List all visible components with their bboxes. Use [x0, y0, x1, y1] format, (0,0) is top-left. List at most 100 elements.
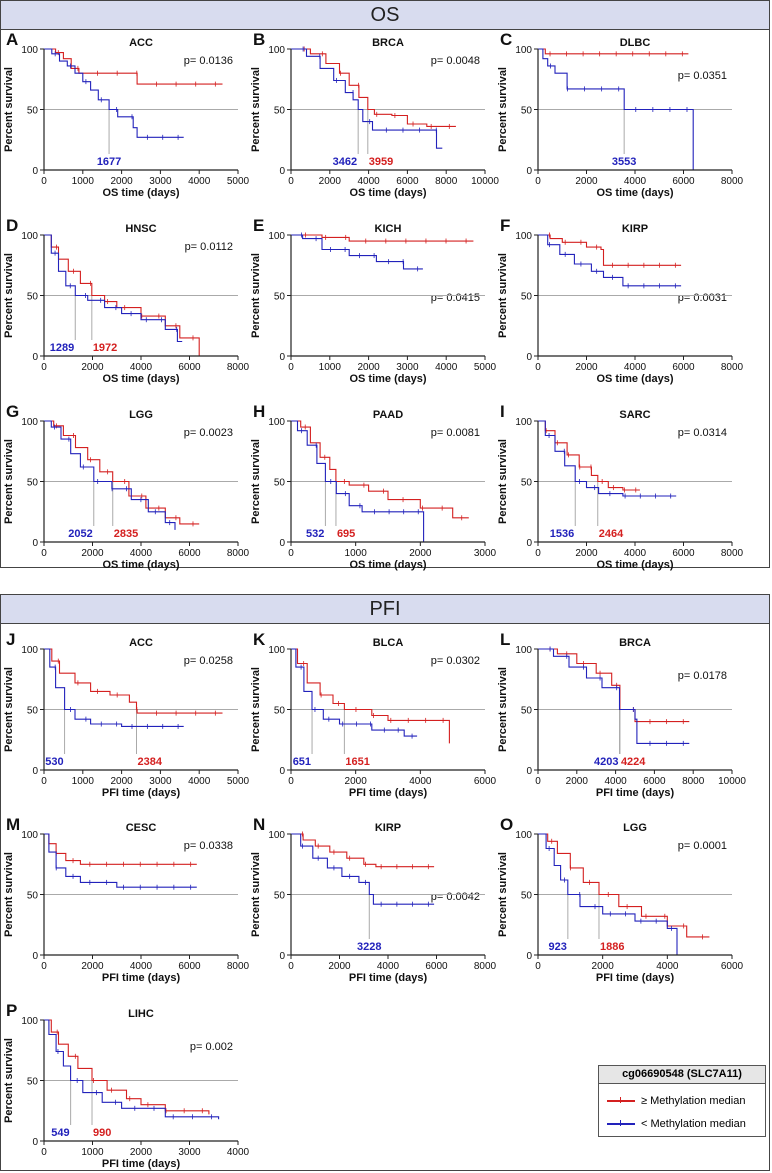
survival-curve-high — [291, 420, 469, 519]
survival-curve-high — [291, 648, 450, 744]
p-value: p= 0.0302 — [431, 655, 480, 667]
x-axis-label: PFI time (days) — [349, 787, 428, 799]
survival-curve-low — [44, 1019, 220, 1120]
x-tick-label: 2000 — [566, 776, 589, 787]
x-tick-label: 4000 — [656, 961, 679, 972]
x-tick-label: 6000 — [396, 176, 419, 187]
x-tick-label: 2000 — [357, 362, 380, 373]
x-tick-label: 1000 — [72, 176, 95, 187]
x-tick-label: 2000 — [592, 961, 615, 972]
x-tick-label: 0 — [41, 362, 47, 373]
p-value: p= 0.0351 — [678, 70, 727, 82]
legend-swatch-high — [607, 1097, 635, 1104]
x-tick-label: 0 — [41, 776, 47, 787]
chart-title: BLCA — [373, 637, 404, 649]
x-tick-label: 4000 — [435, 362, 458, 373]
x-axis-label: OS time (days) — [596, 373, 673, 385]
y-tick-label: 100 — [21, 45, 38, 56]
x-tick-label: 8000 — [227, 961, 250, 972]
x-tick-label: 0 — [535, 776, 541, 787]
x-tick-label: 4000 — [624, 362, 647, 373]
x-tick-label: 6000 — [474, 776, 497, 787]
x-tick-label: 8000 — [227, 362, 250, 373]
y-axis-label: Percent survival — [250, 852, 262, 937]
x-tick-label: 2000 — [130, 1147, 153, 1158]
p-value: p= 0.0001 — [678, 840, 727, 852]
p-value: p= 0.0048 — [431, 55, 480, 67]
x-tick-label: 0 — [535, 548, 541, 559]
panel-letter: F — [500, 216, 510, 235]
chart-b: B BRCA p= 0.0048 3462 3959 0 50 100 0 2000 4000 600… — [250, 30, 499, 199]
chart-i: I SARC p= 0.0314 1536 2464 0 50 100 0 2000 4000 600… — [497, 402, 744, 571]
p-value: p= 0.0023 — [184, 427, 233, 439]
median-label-high: 3959 — [369, 156, 393, 168]
median-label-high: 2835 — [114, 528, 138, 540]
y-tick-label: 50 — [274, 706, 286, 717]
x-tick-label: 2000 — [110, 176, 133, 187]
x-axis-label: OS time (days) — [102, 187, 179, 199]
y-axis-label: Percent survival — [3, 67, 15, 152]
y-axis-label: Percent survival — [250, 67, 262, 152]
survival-curve-low — [538, 420, 677, 497]
y-tick-label: 50 — [274, 106, 286, 117]
survival-curve-high — [44, 1019, 210, 1115]
x-tick-label: 2000 — [345, 776, 368, 787]
x-tick-label: 5000 — [227, 776, 250, 787]
x-tick-label: 6000 — [721, 961, 744, 972]
x-tick-label: 2000 — [575, 176, 598, 187]
x-tick-label: 3000 — [149, 176, 172, 187]
x-tick-label: 2000 — [328, 961, 351, 972]
y-tick-label: 0 — [32, 951, 38, 962]
chart-k: K BLCA p= 0.0302 651 1651 0 50 100 0 2000 4000 6000… — [250, 630, 497, 799]
chart-title: KIRP — [622, 223, 648, 235]
x-tick-label: 3000 — [149, 776, 172, 787]
median-label-high: 2464 — [599, 528, 624, 540]
chart-d: D HNSC p= 0.0112 1289 1972 0 50 100 0 2000 4000 600… — [3, 216, 250, 385]
median-label-high: 1972 — [93, 342, 117, 354]
x-axis-label: PFI time (days) — [596, 787, 675, 799]
median-label-low: 549 — [51, 1127, 69, 1139]
x-tick-label: 5000 — [227, 176, 250, 187]
p-value: p= 0.0258 — [184, 655, 233, 667]
median-label-low: 651 — [293, 756, 311, 768]
legend-label-low: < Methylation median — [641, 1118, 746, 1130]
panel-letter: A — [6, 30, 18, 49]
x-tick-label: 0 — [288, 961, 294, 972]
os-section-title: OS — [1, 1, 769, 30]
x-tick-label: 4000 — [188, 776, 211, 787]
median-label-high: 695 — [337, 528, 355, 540]
x-tick-label: 1000 — [345, 548, 368, 559]
y-axis-label: Percent survival — [250, 439, 262, 524]
x-tick-label: 6000 — [425, 961, 448, 972]
x-tick-label: 2000 — [575, 548, 598, 559]
survival-curve-low — [538, 648, 690, 744]
chart-title: PAAD — [373, 409, 403, 421]
panel-letter: K — [253, 630, 266, 649]
p-value: p= 0.0031 — [678, 292, 727, 304]
median-label-low: 3553 — [612, 156, 636, 168]
x-tick-label: 4000 — [624, 548, 647, 559]
y-tick-label: 0 — [526, 352, 532, 363]
y-tick-label: 0 — [32, 166, 38, 177]
median-label-low: 1536 — [550, 528, 574, 540]
x-tick-label: 6000 — [178, 961, 201, 972]
x-axis-label: OS time (days) — [349, 559, 426, 571]
survival-curve-low — [538, 234, 682, 287]
x-tick-label: 6000 — [672, 176, 695, 187]
x-axis-label: OS time (days) — [349, 187, 426, 199]
chart-m: M CESC p= 0.0338 0 50 100 0 2000 4000 6000 8000 PFI… — [3, 815, 250, 984]
x-axis-label: PFI time (days) — [102, 972, 181, 984]
panel-letter: E — [253, 216, 264, 235]
chart-c: C DLBC p= 0.0351 3553 0 50 100 0 2000 4000 6000 800… — [497, 30, 744, 199]
y-tick-label: 100 — [21, 830, 38, 841]
x-tick-label: 8000 — [227, 548, 250, 559]
y-tick-label: 0 — [279, 166, 285, 177]
y-tick-label: 50 — [521, 478, 533, 489]
x-tick-label: 4000 — [377, 961, 400, 972]
x-tick-label: 2000 — [319, 176, 342, 187]
os-section: OS — [0, 0, 770, 568]
median-label-low: 3462 — [333, 156, 357, 168]
